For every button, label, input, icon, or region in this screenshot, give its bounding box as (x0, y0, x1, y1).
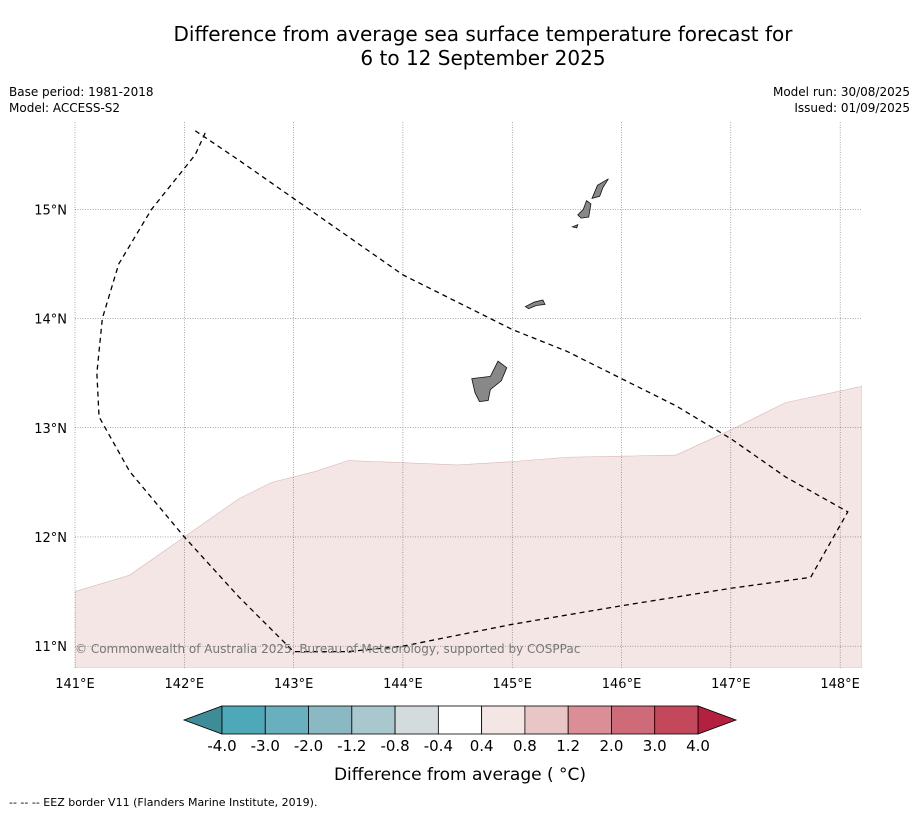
model-run-text: Model run: 30/08/2025 (772, 85, 910, 99)
island-landmass (591, 178, 609, 200)
colorbar-tick-label: 4.0 (686, 737, 710, 755)
colorbar-tick-label: -0.4 (424, 737, 453, 755)
colorbar-tick-label: -2.0 (294, 737, 323, 755)
lon-tick-label: 146°E (602, 677, 642, 692)
lat-tick-label: 12°N (34, 531, 67, 546)
anomaly-region-0-4-to-0-8 (75, 385, 862, 668)
island-landmass (571, 223, 579, 229)
colorbar-under-arrow (182, 705, 223, 735)
island-landmass (577, 199, 592, 219)
eez-legend-footnote: -- -- -- EEZ border V11 (Flanders Marine… (9, 796, 318, 809)
lon-tick-label: 145°E (492, 677, 532, 692)
colorbar-over-arrow (697, 705, 738, 735)
colorbar-title: Difference from average ( °C) (334, 765, 586, 785)
title-line-2: 6 to 12 September 2025 (360, 46, 606, 70)
colorbar-tick-label: 0.8 (513, 737, 537, 755)
colorbar-tick-label: 1.2 (556, 737, 580, 755)
colorbar-tick-label: -1.2 (337, 737, 366, 755)
colorbar: -4.0 -3.0 -2.0 -1.2 -0.8 -0.4 0.4 0.8 1.2 2.0 3.0 4… (182, 705, 738, 785)
lon-tick-label: 147°E (711, 677, 751, 692)
meta-right: Model run: 30/08/2025 Issued: 01/09/2025 (773, 84, 910, 116)
colorbar-tick-label: -0.8 (380, 737, 409, 755)
colorbar-tick-label: -3.0 (251, 737, 280, 755)
lat-tick-label: 14°N (34, 313, 67, 328)
colorbar-segment (524, 705, 569, 735)
lat-tick-label: 11°N (34, 640, 67, 655)
colorbar-tick-label: -4.0 (207, 737, 236, 755)
colorbar-segment (308, 705, 353, 735)
colorbar-segment (654, 705, 699, 735)
colorbar-segment (221, 705, 266, 735)
map-plot-area: 141°E 142°E 143°E 144°E 145°E 146°E 147°E 148°E… (34, 122, 862, 692)
island-landmass (524, 299, 546, 310)
colorbar-segment (351, 705, 396, 735)
lon-tick-label: 143°E (274, 677, 314, 692)
lon-tick-label: 142°E (165, 677, 205, 692)
lat-tick-label: 13°N (34, 422, 67, 437)
colorbar-tick-label: 3.0 (643, 737, 667, 755)
title-line-1: Difference from average sea surface temp… (173, 22, 793, 46)
lon-tick-label: 141°E (55, 677, 95, 692)
colorbar-segment (567, 705, 612, 735)
meta-left: Base period: 1981-2018 Model: ACCESS-S2 (9, 84, 154, 116)
lat-tick-label: 15°N (34, 203, 67, 218)
issued-text: Issued: 01/09/2025 (794, 101, 910, 115)
colorbar-segment (394, 705, 439, 735)
lon-tick-label: 148°E (820, 677, 860, 692)
map-title: Difference from average sea surface temp… (0, 22, 919, 70)
colorbar-segment (481, 705, 526, 735)
lon-tick-label: 144°E (383, 677, 423, 692)
colorbar-segment (264, 705, 309, 735)
colorbar-tick-label: 0.4 (470, 737, 494, 755)
colorbar-tick-label: 2.0 (600, 737, 624, 755)
island-landmass (471, 360, 508, 402)
model-text: Model: ACCESS-S2 (9, 101, 121, 115)
copyright-text: © Commonwealth of Australia 2025, Bureau… (75, 642, 580, 656)
colorbar-segment (437, 705, 483, 735)
base-period-text: Base period: 1981-2018 (9, 85, 154, 99)
colorbar-segment (611, 705, 656, 735)
